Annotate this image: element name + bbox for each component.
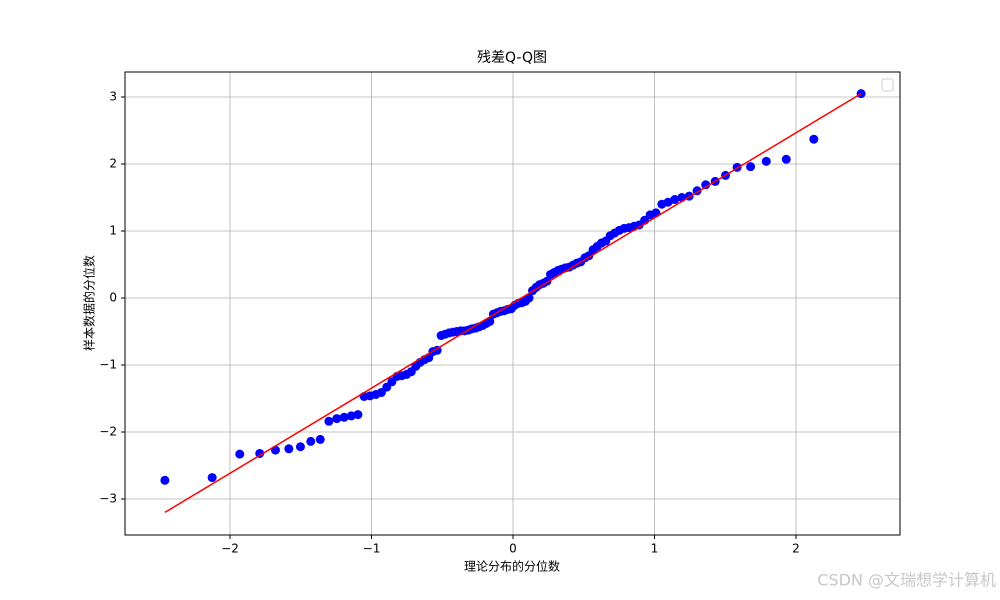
x-tick-label: −1 (363, 542, 381, 556)
point (332, 414, 342, 424)
point (339, 412, 349, 422)
point (207, 473, 217, 483)
y-axis-label: 样本数据的分位数 (82, 255, 97, 351)
watermark: CSDN @文瑞想学计算机 (817, 571, 996, 590)
point (284, 444, 294, 454)
point (235, 449, 245, 459)
plot-frame (124, 71, 901, 536)
point (781, 154, 791, 164)
point (353, 410, 363, 420)
y-tick-label: 0 (109, 291, 117, 305)
point (670, 195, 680, 205)
point (270, 445, 280, 455)
point (746, 162, 756, 172)
point (295, 442, 305, 452)
y-tick-label: −3 (99, 492, 117, 506)
point (651, 208, 661, 218)
y-tick-label: −1 (99, 358, 117, 372)
x-tick-label: 2 (792, 542, 800, 556)
chart-title: 残差Q-Q图 (477, 50, 547, 66)
point (809, 134, 819, 144)
point (315, 434, 325, 444)
point (160, 475, 170, 485)
y-tick-label: 1 (109, 224, 117, 238)
x-tick-label: 0 (509, 542, 517, 556)
point (306, 436, 316, 446)
x-axis-label: 理论分布的分位数 (464, 559, 560, 574)
x-tick-label: 1 (651, 542, 659, 556)
point (761, 156, 771, 166)
y-tick-label: 3 (109, 89, 117, 103)
legend-box (881, 78, 894, 92)
point (324, 416, 334, 426)
y-tick-label: −2 (99, 425, 117, 439)
fit-line (164, 92, 862, 514)
y-tick-label: 2 (109, 156, 117, 170)
point (701, 180, 711, 190)
point (524, 293, 534, 303)
point (255, 448, 265, 458)
x-tick-label: −2 (221, 542, 239, 556)
